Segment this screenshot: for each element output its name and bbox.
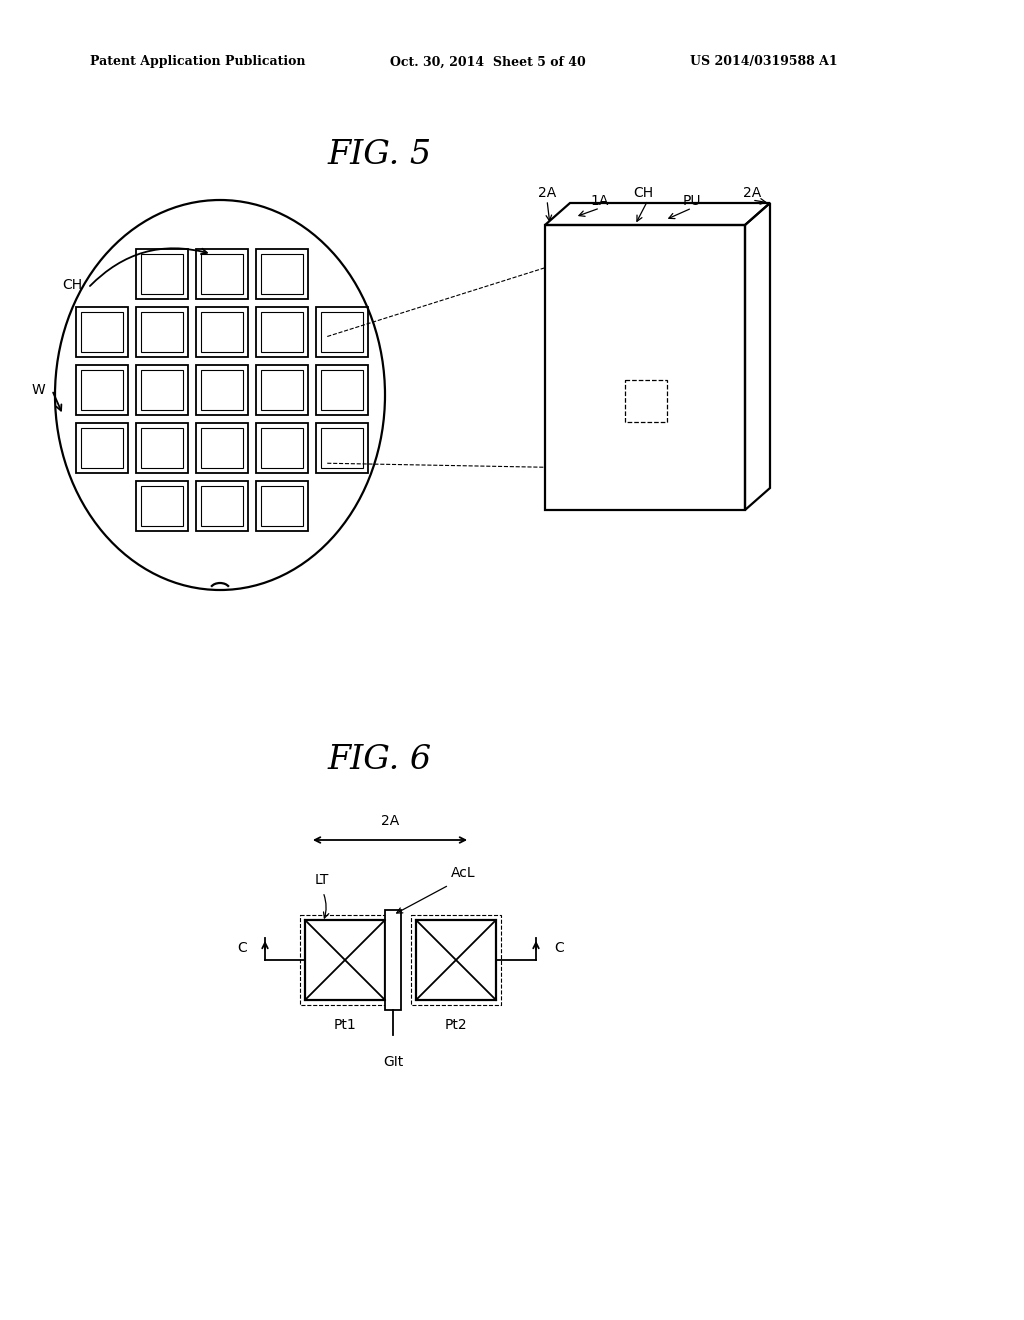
Bar [196,480,248,531]
Text: CH: CH [61,279,82,292]
Text: GIt: GIt [383,1055,403,1069]
Bar [261,486,303,525]
Text: US 2014/0319588 A1: US 2014/0319588 A1 [690,55,838,69]
Bar [201,370,243,411]
Bar [136,480,188,531]
Bar [321,312,362,352]
Text: Pt2: Pt2 [444,1018,467,1032]
Bar [300,915,390,1005]
Bar [411,915,501,1005]
Bar [76,308,128,356]
Bar [256,249,308,300]
Bar [136,308,188,356]
Bar [316,366,368,414]
Bar [81,428,123,469]
Bar [261,312,303,352]
Bar [201,253,243,294]
Text: PU: PU [683,194,701,209]
Bar [305,920,385,1001]
Bar [256,422,308,473]
Text: 2A: 2A [538,186,556,201]
Bar [141,428,183,469]
Text: FIG. 5: FIG. 5 [328,139,432,172]
Bar [196,249,248,300]
Bar [201,312,243,352]
Bar [625,380,667,422]
Text: 1A: 1A [591,194,609,209]
Bar [316,422,368,473]
Bar [141,486,183,525]
Text: AcL: AcL [451,866,475,880]
Bar [385,909,401,1010]
Text: Patent Application Publication: Patent Application Publication [90,55,305,69]
Text: FIG. 6: FIG. 6 [328,744,432,776]
Bar [136,249,188,300]
Bar [201,428,243,469]
Text: CH: CH [633,186,653,201]
Bar [141,253,183,294]
Text: Oct. 30, 2014  Sheet 5 of 40: Oct. 30, 2014 Sheet 5 of 40 [390,55,586,69]
Bar [196,422,248,473]
Bar [76,422,128,473]
Bar [545,224,745,510]
Bar [81,370,123,411]
Bar [201,486,243,525]
Bar [261,253,303,294]
Bar [321,370,362,411]
Bar [256,366,308,414]
Bar [261,428,303,469]
Bar [261,370,303,411]
Text: C: C [238,941,247,954]
Bar [196,366,248,414]
Bar [256,480,308,531]
Text: Pt1: Pt1 [334,1018,356,1032]
Text: C: C [554,941,564,954]
Text: 2A: 2A [381,814,399,828]
Bar [416,920,496,1001]
Bar [256,308,308,356]
Bar [316,308,368,356]
Text: 2A: 2A [742,186,761,201]
Bar [136,422,188,473]
Bar [141,370,183,411]
Bar [136,366,188,414]
Text: W: W [32,383,45,397]
Bar [81,312,123,352]
Bar [76,366,128,414]
Bar [321,428,362,469]
Bar [141,312,183,352]
Text: LT: LT [315,873,330,887]
Bar [196,308,248,356]
